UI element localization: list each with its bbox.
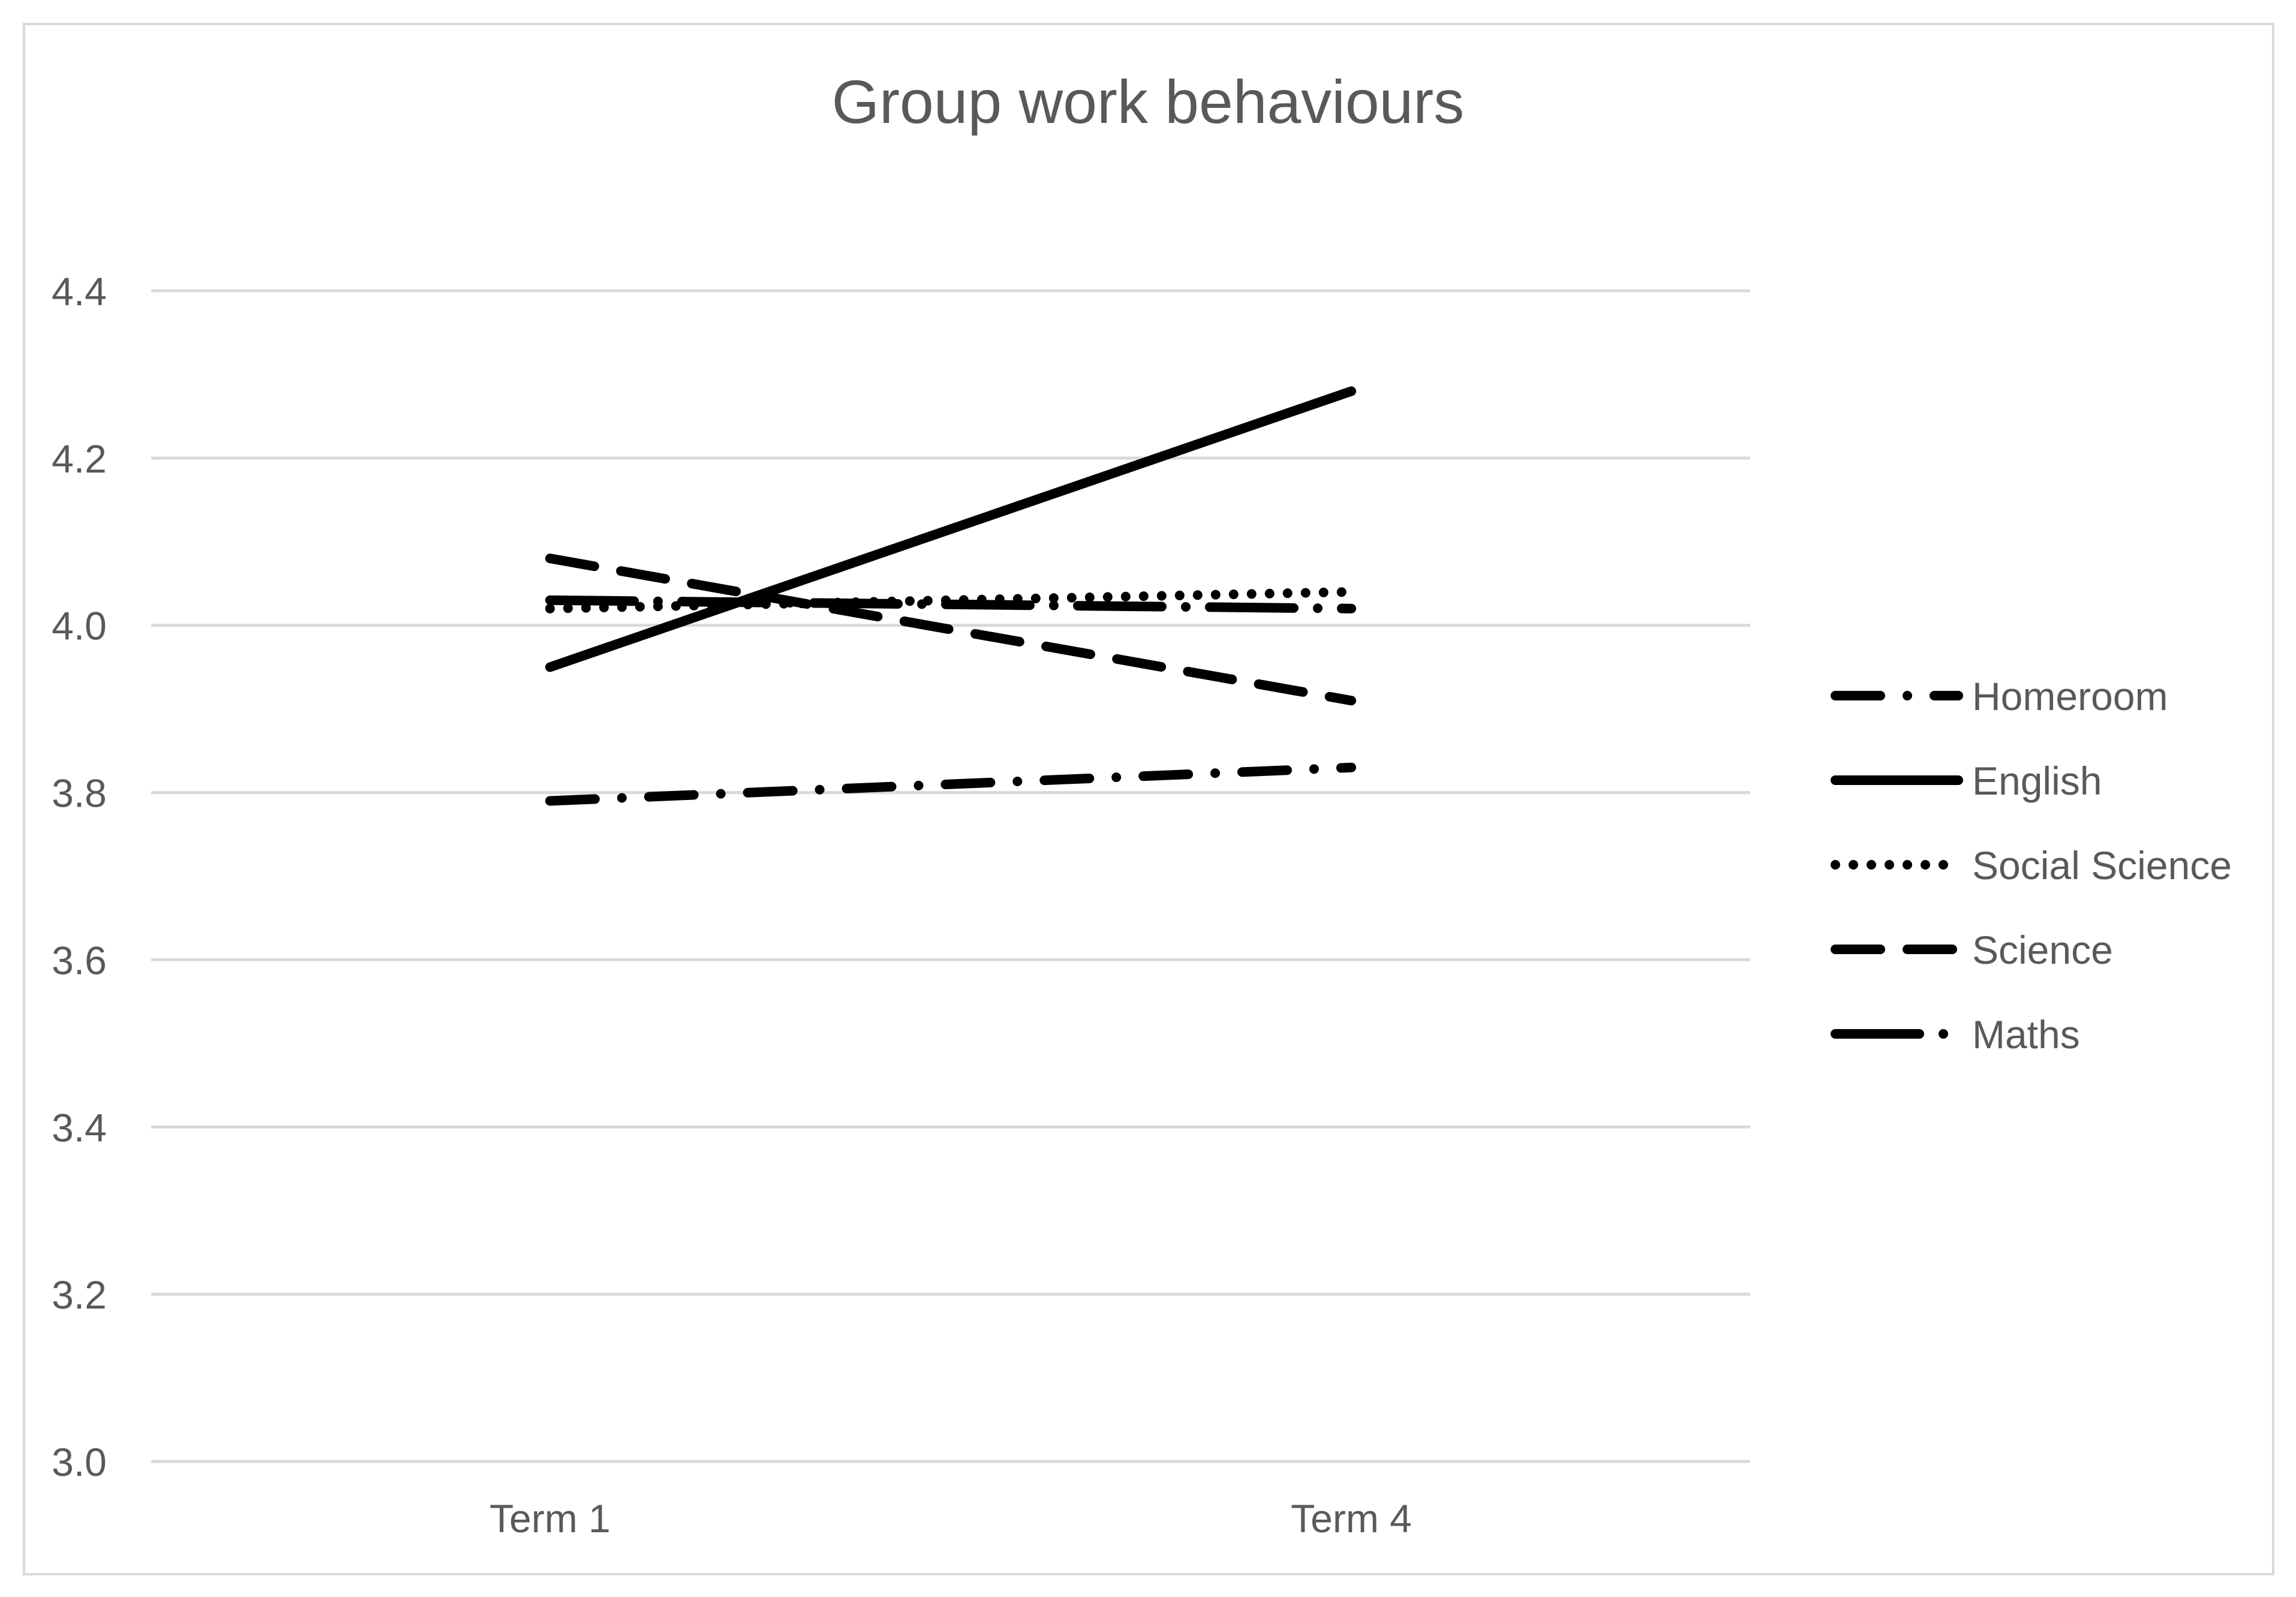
series-line-social-science: [545, 587, 1356, 613]
series-lines: [545, 386, 1356, 806]
x-tick-label: Term 4: [1291, 1496, 1412, 1541]
x-tick-label: Term 1: [489, 1496, 611, 1541]
legend-label: Social Science: [1972, 843, 2232, 888]
legend-label: English: [1972, 759, 2102, 803]
legend-label: Homeroom: [1972, 674, 2168, 718]
y-tick-label: 4.4: [52, 269, 107, 314]
y-tick-label: 4.2: [52, 437, 107, 481]
x-axis-ticks: Term 1 Term 4: [489, 1496, 1412, 1541]
legend: Homeroom English Social Science Science Math…: [1831, 674, 2232, 1057]
chart-title: Group work behaviours: [832, 68, 1465, 136]
y-tick-label: 3.0: [52, 1440, 107, 1484]
legend-label: Maths: [1972, 1012, 2080, 1057]
y-tick-label: 3.8: [52, 771, 107, 816]
y-tick-label: 3.4: [52, 1105, 107, 1150]
chart-border: [23, 23, 2274, 1575]
series-line-maths: [545, 595, 1356, 613]
y-tick-label: 3.6: [52, 938, 107, 982]
y-axis-ticks: 3.0 3.2 3.4 3.6 3.8 4.0 4.2 4.4: [52, 269, 107, 1484]
legend-label: Science: [1972, 928, 2113, 972]
series-line-english: [545, 386, 1356, 672]
y-tick-label: 3.2: [52, 1273, 107, 1317]
series-line-homeroom: [545, 762, 1356, 806]
y-tick-label: 4.0: [52, 604, 107, 648]
series-line-science: [545, 554, 1356, 706]
